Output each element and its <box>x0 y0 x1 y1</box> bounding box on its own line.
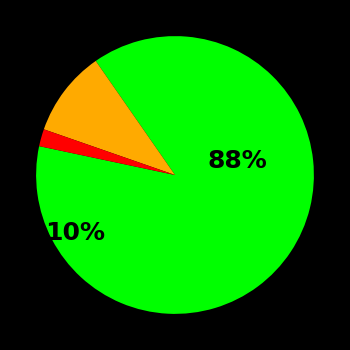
Text: 10%: 10% <box>45 221 105 245</box>
Wedge shape <box>39 129 175 175</box>
Wedge shape <box>44 61 175 175</box>
Wedge shape <box>36 36 314 314</box>
Text: 88%: 88% <box>208 149 267 173</box>
